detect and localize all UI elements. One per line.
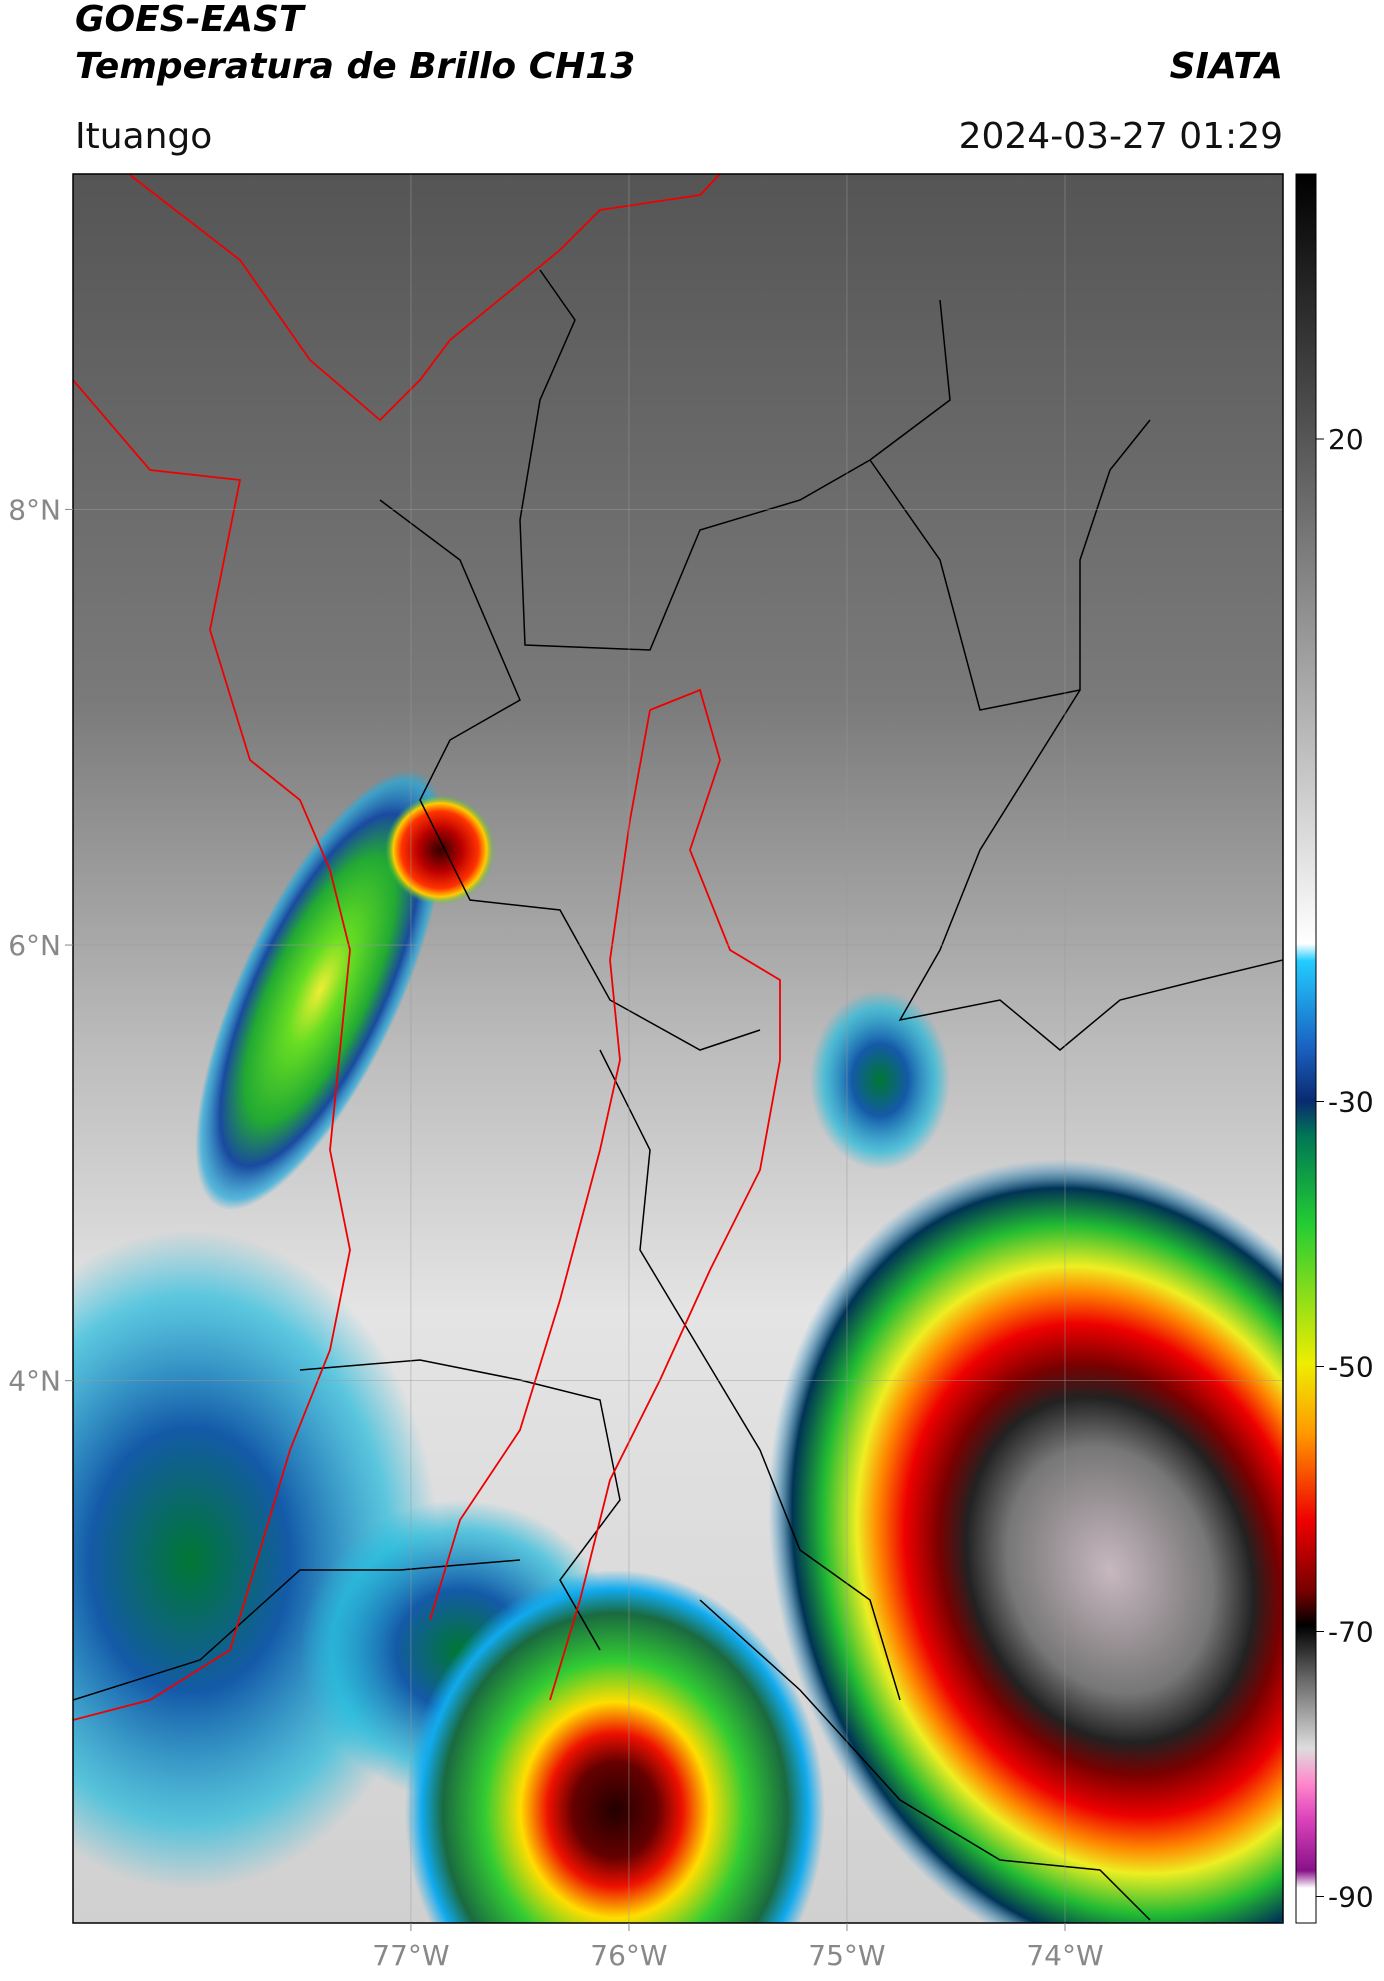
borders bbox=[73, 269, 1283, 1921]
map bbox=[73, 174, 1283, 1923]
lon-tick-label: 75°W bbox=[808, 1939, 885, 1972]
colorbar-tick-label: 20 bbox=[1328, 423, 1364, 456]
location: Ituango bbox=[75, 116, 212, 157]
cloud bbox=[385, 795, 495, 905]
timestamp: 2024-03-27 01:29 bbox=[959, 116, 1283, 157]
colorbar-tick-label: -30 bbox=[1328, 1086, 1374, 1119]
coastline bbox=[73, 174, 781, 1721]
title: GOES-EAST bbox=[75, 0, 306, 40]
lat-tick-label: 4°N bbox=[8, 1365, 61, 1398]
colorbar-tick-label: -90 bbox=[1328, 1881, 1374, 1914]
lon-tick-label: 76°W bbox=[590, 1939, 667, 1972]
grid bbox=[73, 174, 1283, 1923]
lon-tick-label: 77°W bbox=[372, 1939, 449, 1972]
colorbar-tick-label: -70 bbox=[1328, 1616, 1374, 1649]
map-frame bbox=[72, 173, 1284, 1924]
cloud bbox=[195, 769, 445, 1211]
colorbar-tick-label: -50 bbox=[1328, 1351, 1374, 1384]
lat-tick-label: 8°N bbox=[8, 493, 61, 526]
colorbar bbox=[1295, 173, 1317, 1924]
lat-tick-label: 6°N bbox=[8, 929, 61, 962]
axes: 77°W 76°W 75°W 74°W 8°N 6°N 4°N 20 -30 -50 -70 -90 bbox=[8, 423, 1374, 1972]
storm bbox=[405, 1570, 825, 1923]
cloud bbox=[810, 990, 950, 1170]
lon-tick-label: 74°W bbox=[1026, 1939, 1103, 1972]
source: SIATA bbox=[1170, 46, 1283, 87]
subtitle: Temperatura de Brillo CH13 bbox=[75, 46, 635, 87]
storm bbox=[768, 1159, 1283, 1923]
